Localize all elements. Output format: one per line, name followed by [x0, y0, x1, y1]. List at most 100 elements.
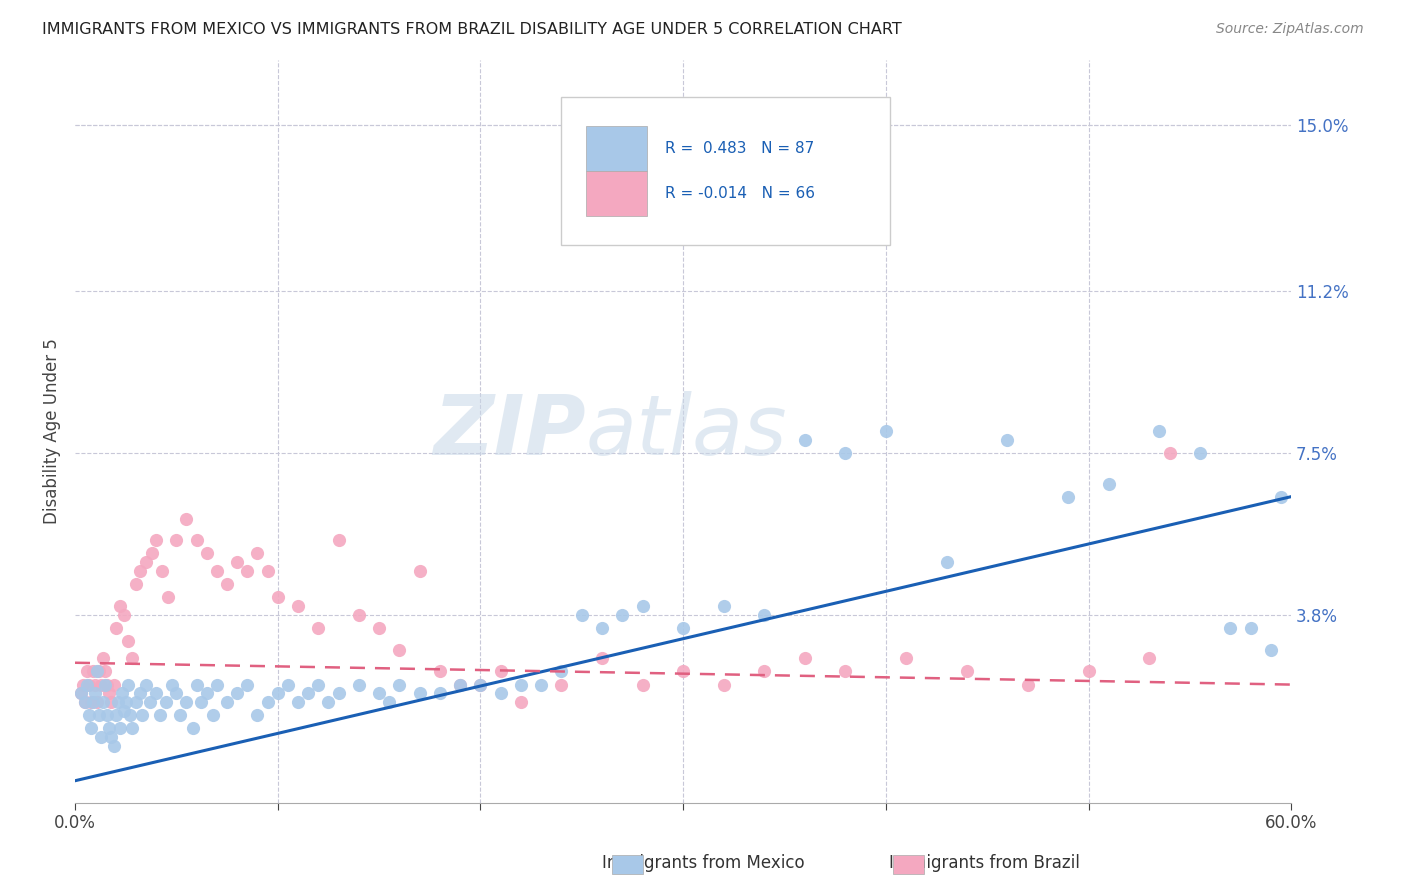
Point [165, 686, 187, 700]
Point [82, 695, 104, 709]
Point [378, 695, 401, 709]
Point [75, 695, 97, 709]
Point [75, 695, 97, 709]
Point [894, 651, 917, 665]
Point [162, 677, 184, 691]
Point [93, 695, 115, 709]
Point [754, 607, 776, 622]
Point [195, 546, 218, 560]
Point [104, 708, 127, 723]
Point [571, 607, 593, 622]
Point [935, 555, 957, 569]
Point [121, 651, 143, 665]
Point [169, 708, 191, 723]
Point [82, 665, 104, 679]
Point [114, 695, 136, 709]
Point [1159, 446, 1181, 460]
Point [997, 433, 1019, 447]
Point [111, 686, 134, 700]
Point [408, 686, 430, 700]
Point [165, 533, 187, 548]
Point [246, 708, 269, 723]
Point [956, 665, 979, 679]
Point [94, 677, 117, 691]
Point [80, 695, 103, 709]
Point [86, 665, 108, 679]
Point [489, 686, 512, 700]
Point [388, 677, 411, 691]
Point [181, 721, 204, 735]
Point [429, 686, 451, 700]
Point [368, 621, 391, 635]
Y-axis label: Disability Age Under 5: Disability Age Under 5 [44, 338, 60, 524]
Point [267, 590, 290, 604]
Point [72, 677, 94, 691]
Text: R =  0.483   N = 87: R = 0.483 N = 87 [665, 141, 814, 156]
Point [875, 424, 897, 438]
Point [84, 677, 107, 691]
Point [94, 665, 117, 679]
Point [77, 677, 100, 691]
Point [84, 686, 107, 700]
Point [186, 533, 208, 548]
Point [1137, 651, 1160, 665]
Point [287, 695, 309, 709]
Point [195, 686, 218, 700]
Text: atlas: atlas [586, 391, 787, 472]
Point [125, 695, 148, 709]
Point [76, 677, 98, 691]
Point [550, 665, 572, 679]
Point [591, 621, 613, 635]
Point [96, 708, 118, 723]
Point [328, 686, 350, 700]
Point [1270, 490, 1292, 504]
Point [287, 599, 309, 613]
Point [125, 577, 148, 591]
Point [103, 739, 125, 753]
Point [186, 677, 208, 691]
Point [246, 546, 269, 560]
Point [201, 708, 224, 723]
Point [834, 665, 856, 679]
Text: ZIP: ZIP [433, 391, 586, 472]
Point [256, 564, 278, 578]
Point [388, 642, 411, 657]
Point [510, 695, 533, 709]
Point [118, 708, 141, 723]
Point [631, 677, 654, 691]
Point [108, 721, 131, 735]
Point [1240, 621, 1263, 635]
Point [215, 695, 238, 709]
Point [307, 677, 329, 691]
Point [1260, 642, 1282, 657]
Point [157, 590, 180, 604]
Point [98, 686, 121, 700]
Point [1017, 677, 1039, 691]
Text: R = -0.014   N = 66: R = -0.014 N = 66 [665, 186, 815, 201]
Point [80, 721, 103, 735]
Point [145, 686, 167, 700]
Point [834, 446, 856, 460]
Text: Source: ZipAtlas.com: Source: ZipAtlas.com [1216, 22, 1364, 37]
Point [107, 695, 129, 709]
Point [70, 686, 93, 700]
Point [713, 677, 735, 691]
Point [226, 555, 249, 569]
Point [1098, 476, 1121, 491]
Point [672, 665, 695, 679]
Point [93, 651, 115, 665]
Point [76, 665, 98, 679]
Point [77, 708, 100, 723]
Point [108, 599, 131, 613]
Point [100, 695, 122, 709]
Point [612, 607, 634, 622]
Point [98, 721, 121, 735]
Point [90, 677, 112, 691]
Point [205, 564, 228, 578]
Point [267, 686, 290, 700]
Point [96, 677, 118, 691]
Point [1077, 665, 1099, 679]
Point [328, 533, 350, 548]
Point [591, 651, 613, 665]
Point [145, 533, 167, 548]
